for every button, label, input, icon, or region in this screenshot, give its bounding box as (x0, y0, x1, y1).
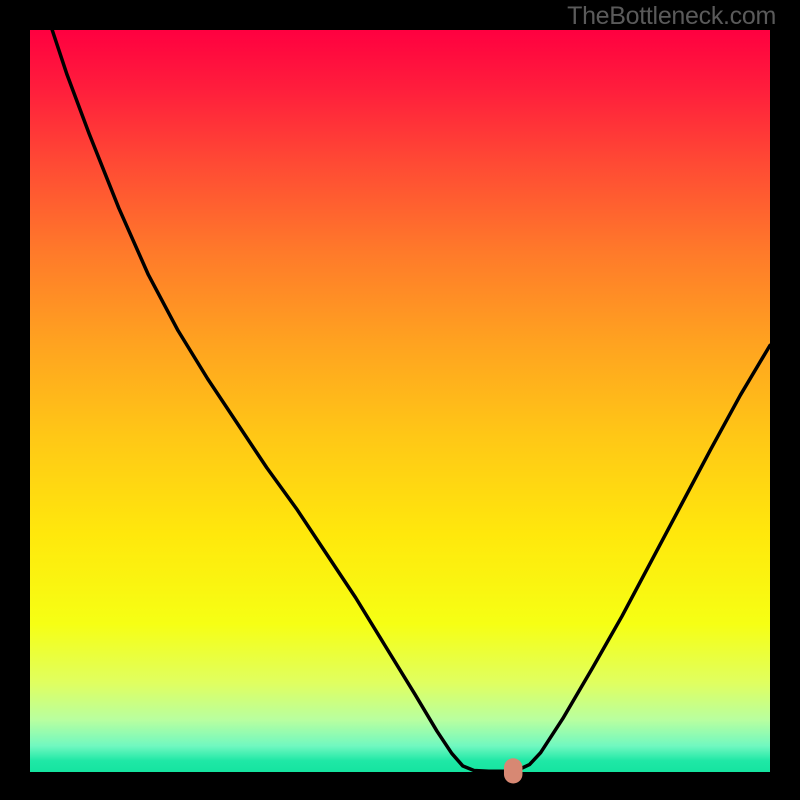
bottleneck-chart (0, 0, 800, 800)
attribution-label: TheBottleneck.com (567, 2, 776, 31)
optimal-marker (504, 758, 522, 783)
gradient-background (30, 30, 770, 772)
